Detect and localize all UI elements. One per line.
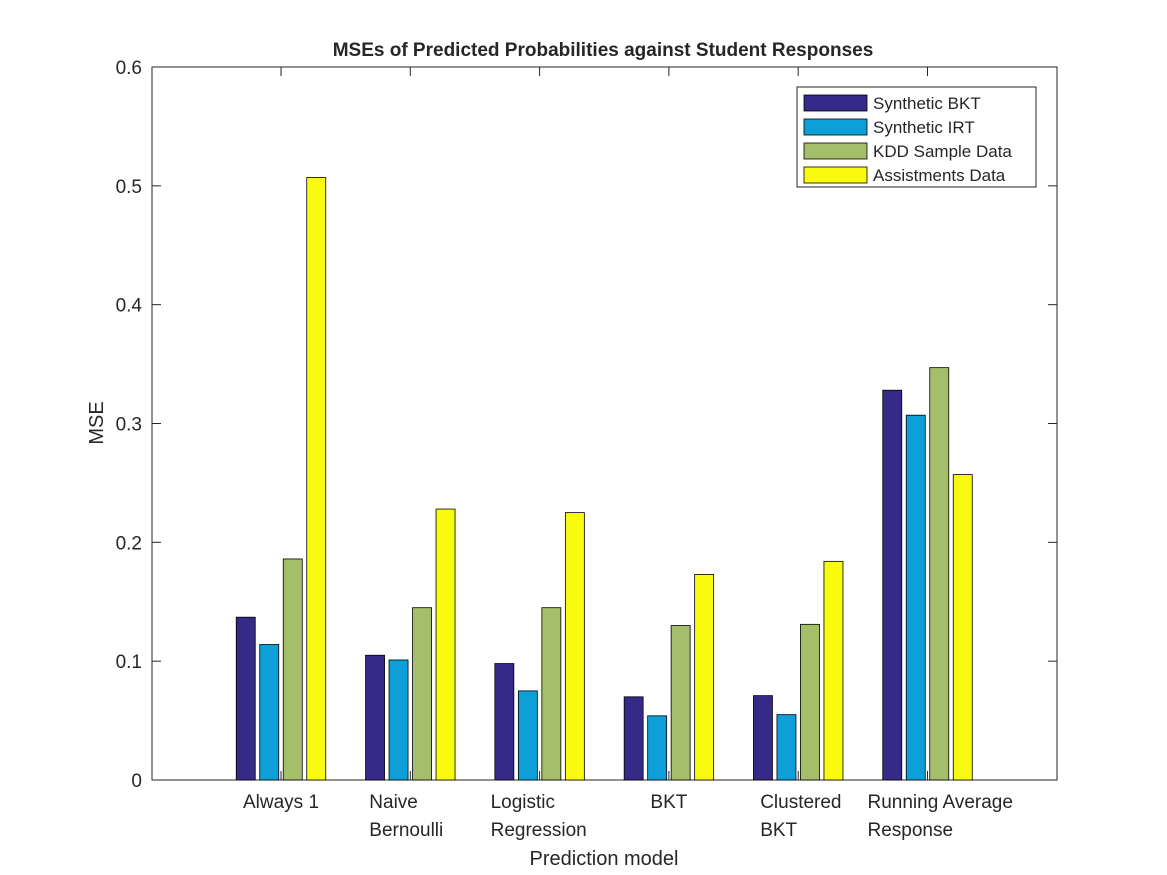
bar-4-6 bbox=[952, 474, 973, 781]
legend-label-1: Synthetic BKT bbox=[873, 94, 981, 113]
y-tick-label: 0.4 bbox=[116, 296, 143, 317]
legend-swatch-2 bbox=[803, 118, 868, 136]
bar-3-2 bbox=[412, 607, 432, 781]
bar-3-6 bbox=[929, 367, 950, 781]
x-tick-label: Logistic bbox=[491, 792, 555, 813]
bar-1-5 bbox=[753, 695, 773, 781]
y-tick-label: 0.5 bbox=[116, 177, 142, 198]
bar-2-2 bbox=[388, 659, 409, 781]
bar-3-5 bbox=[800, 623, 820, 781]
x-tick-label: BKT bbox=[650, 792, 687, 813]
bar-2-1 bbox=[259, 644, 280, 781]
x-tick-label: Response bbox=[868, 820, 954, 841]
legend-label-2: Synthetic IRT bbox=[873, 118, 975, 137]
legend-swatch-1 bbox=[803, 94, 868, 112]
bar-3-3 bbox=[541, 607, 562, 781]
bar-1-4 bbox=[623, 696, 644, 781]
bar-3-1 bbox=[282, 558, 303, 781]
bar-2-4 bbox=[647, 715, 668, 781]
y-tick-label: 0 bbox=[131, 771, 142, 792]
y-axis-ticks: 0 0.1 0.2 0.3 0.4 0.5 0.6 bbox=[116, 58, 1057, 792]
bar-1-1 bbox=[235, 616, 256, 781]
legend-label-3: KDD Sample Data bbox=[873, 142, 1012, 161]
x-tick-label: Naive bbox=[369, 792, 418, 813]
legend-swatch-3 bbox=[803, 142, 868, 160]
bars bbox=[235, 177, 973, 781]
bar-4-4 bbox=[694, 574, 715, 781]
bar-2-5 bbox=[776, 714, 797, 781]
x-tick-label: Regression bbox=[491, 820, 587, 841]
y-tick-label: 0.3 bbox=[116, 415, 142, 436]
chart-title: MSEs of Predicted Probabilities against … bbox=[333, 40, 874, 61]
bar-3-4 bbox=[670, 625, 691, 781]
x-tick-label: Always 1 bbox=[243, 792, 319, 813]
y-tick-label: 0.2 bbox=[116, 533, 142, 554]
y-tick-label: 0.1 bbox=[116, 652, 142, 673]
x-tick-label: Bernoulli bbox=[369, 820, 443, 841]
bar-4-2 bbox=[435, 508, 456, 781]
bar-1-2 bbox=[365, 654, 385, 781]
bar-4-5 bbox=[823, 560, 844, 781]
y-axis-label: MSE bbox=[86, 401, 108, 444]
y-tick-label: 0.6 bbox=[116, 58, 142, 79]
legend-swatch-4 bbox=[803, 166, 868, 184]
legend-label-4: Assistments Data bbox=[873, 166, 1006, 185]
x-tick-label: BKT bbox=[760, 820, 797, 841]
legend: Synthetic BKT Synthetic IRT KDD Sample Dat… bbox=[796, 86, 1037, 188]
bar-4-3 bbox=[564, 512, 585, 781]
bar-1-6 bbox=[882, 389, 903, 781]
bar-1-3 bbox=[494, 663, 515, 781]
x-tick-label: Running Average bbox=[868, 792, 1013, 813]
x-axis-tick-labels: Always 1 Naive Bernoulli Logistic Regression… bbox=[243, 67, 1013, 841]
bar-4-1 bbox=[306, 177, 327, 781]
x-tick-label: Clustered bbox=[760, 792, 841, 813]
bar-2-6 bbox=[905, 414, 926, 781]
x-axis-label: Prediction model bbox=[530, 848, 679, 870]
bar-2-3 bbox=[517, 690, 538, 781]
